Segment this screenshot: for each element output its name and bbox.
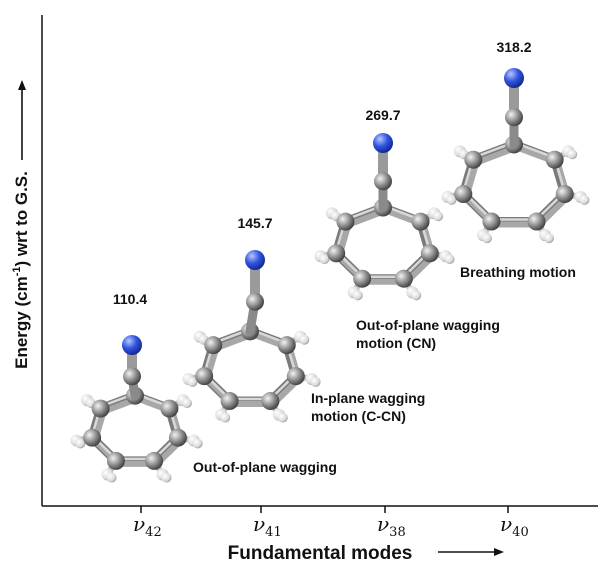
x-axis-arrow: [438, 548, 504, 556]
data-label: 269.7: [365, 107, 400, 123]
nitrogen-atom: [504, 68, 524, 88]
molecule-structure: [441, 68, 590, 244]
y-axis-arrow: [18, 80, 26, 160]
nitrogen-atom: [373, 133, 393, 153]
svg-text:Energy (cm-1) wrt to G.S.: Energy (cm-1) wrt to G.S.: [11, 171, 31, 369]
data-label: 145.7: [237, 215, 272, 231]
molecule-structure: [314, 133, 455, 301]
x-tick-label: ν41: [253, 512, 282, 540]
mode-annotation: Breathing motion: [460, 264, 576, 280]
data-label: 110.4: [113, 291, 147, 307]
molecule-structure: [70, 335, 203, 483]
nitrogen-atom: [245, 250, 265, 270]
x-tick-label: ν40: [500, 512, 529, 540]
x-axis-title: Fundamental modes: [228, 543, 413, 564]
mode-annotation: Out-of-plane wagging: [193, 459, 337, 475]
x-tick-label: ν38: [377, 512, 406, 540]
data-label: 318.2: [496, 39, 531, 55]
mode-annotation: Out-of-plane wagging motion (CN): [356, 317, 500, 351]
mode-annotation: In-plane wagging motion (C-CN): [311, 390, 425, 424]
y-axis-title: Energy (cm-1) wrt to G.S.: [11, 171, 31, 369]
nitrogen-atom: [122, 335, 142, 355]
molecule-structure: [182, 250, 321, 423]
x-tick-label: ν42: [133, 512, 162, 540]
